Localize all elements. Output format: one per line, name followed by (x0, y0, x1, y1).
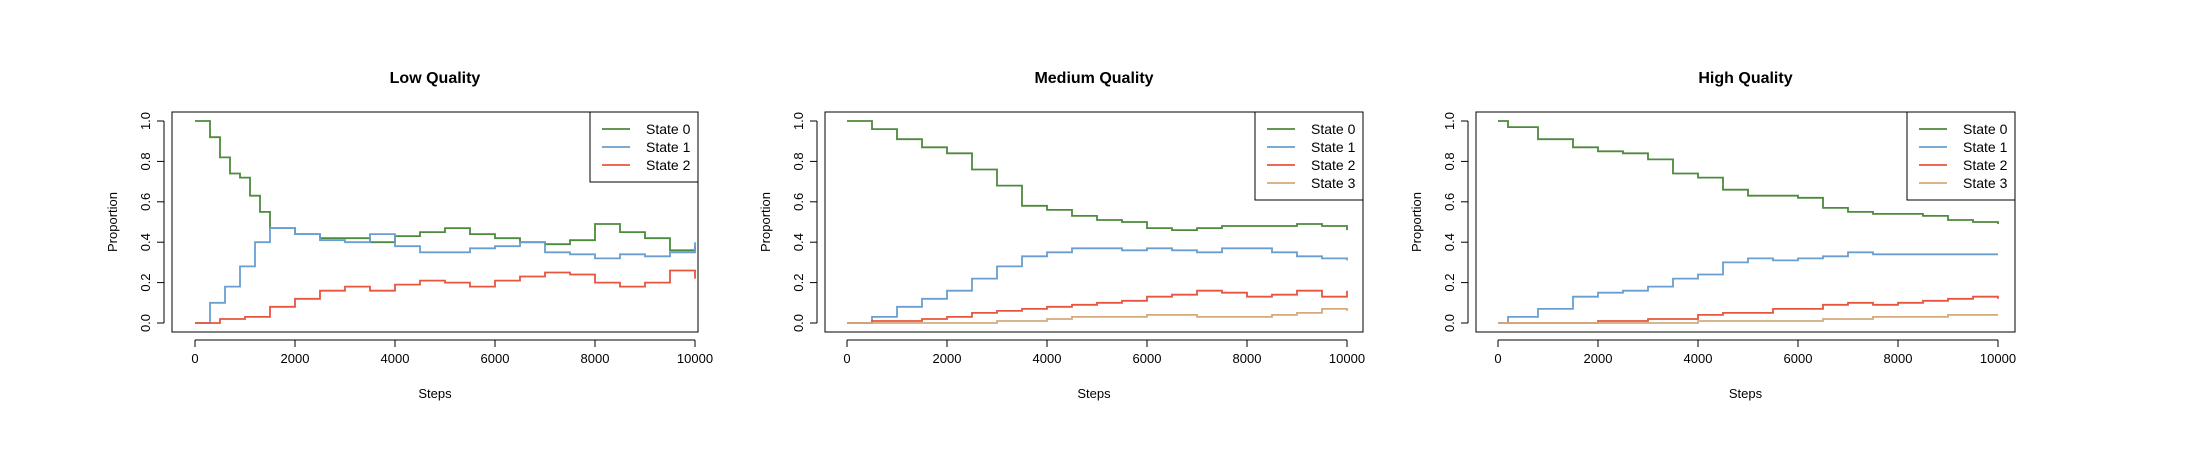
series-line-state-2 (1498, 295, 1999, 324)
legend-label: State 2 (1311, 157, 1356, 173)
legend: State 0 State 1 State 2 State 3 (1254, 111, 1364, 201)
x-tick-label: 10000 (1980, 351, 2016, 366)
y-tick-label: 1.0 (791, 112, 806, 130)
y-tick-label: 0.0 (138, 314, 153, 332)
legend-label: State 1 (646, 139, 691, 155)
x-axis-label: Steps (418, 386, 452, 401)
x-tick-label: 0 (843, 351, 850, 366)
y-tick-label: 0.2 (138, 274, 153, 292)
legend: State 0 State 1 State 2 State 3 (1906, 111, 2016, 201)
chart-panel-3: High Quality 0 2000 4000 6000 8000 10000 Steps 0… (1409, 70, 2016, 401)
series-line-state-0 (847, 120, 1348, 231)
series-line-state-1 (1498, 251, 1998, 324)
y-tick-label: 0.2 (1442, 274, 1457, 292)
chart-panel-1: Low Quality 0 2000 4000 6000 8000 10000 Steps 0.… (105, 70, 713, 401)
legend-box (1906, 111, 2016, 201)
y-tick-label: 0.6 (1442, 193, 1457, 211)
y-tick-label: 0.8 (138, 152, 153, 170)
legend-label: State 2 (646, 157, 691, 173)
legend-label: State 1 (1311, 139, 1356, 155)
chart-title: Medium Quality (1034, 70, 1153, 87)
legend-label: State 0 (646, 121, 691, 137)
legend-label: State 2 (1963, 157, 2008, 173)
y-tick-label: 1.0 (138, 112, 153, 130)
y-tick-label: 0.4 (1442, 233, 1457, 251)
y-tick-label: 1.0 (1442, 112, 1457, 130)
y-tick-label: 0.8 (1442, 152, 1457, 170)
plot-frame (1475, 111, 2016, 333)
legend: State 0 State 1 State 2 (589, 111, 699, 183)
x-tick-label: 4000 (1684, 351, 1713, 366)
legend-label: State 0 (1963, 121, 2008, 137)
chart-panel-2: Medium Quality 0 2000 4000 6000 8000 10000 Step… (758, 70, 1365, 401)
series-line-state-2 (847, 289, 1348, 324)
x-tick-label: 2000 (1584, 351, 1613, 366)
x-axis-label: Steps (1077, 386, 1111, 401)
legend-label: State 1 (1963, 139, 2008, 155)
series-line-state-2 (195, 269, 696, 324)
x-tick-label: 0 (191, 351, 198, 366)
y-tick-label: 0.0 (1442, 314, 1457, 332)
x-tick-label: 10000 (677, 351, 713, 366)
y-tick-label: 0.2 (791, 274, 806, 292)
plot-frame (824, 111, 1364, 333)
x-tick-label: 2000 (933, 351, 962, 366)
y-tick-label: 0.4 (791, 233, 806, 251)
legend-label: State 3 (1963, 175, 2008, 191)
plot-frame (171, 111, 699, 333)
x-axis-label: Steps (1729, 386, 1763, 401)
x-tick-label: 8000 (1233, 351, 1262, 366)
series-line-state-3 (1498, 314, 1998, 324)
x-tick-label: 10000 (1329, 351, 1365, 366)
x-tick-label: 6000 (1133, 351, 1162, 366)
y-tick-label: 0.6 (791, 193, 806, 211)
series-line-state-1 (847, 247, 1348, 324)
x-tick-label: 8000 (581, 351, 610, 366)
legend-label: State 3 (1311, 175, 1356, 191)
chart-title: Low Quality (390, 70, 481, 87)
y-axis-label: Proportion (758, 192, 773, 252)
series-line-state-1 (195, 227, 696, 324)
legend-label: State 0 (1311, 121, 1356, 137)
series-line-state-3 (847, 308, 1348, 324)
y-tick-label: 0.4 (138, 233, 153, 251)
x-tick-label: 0 (1494, 351, 1501, 366)
x-tick-label: 4000 (1033, 351, 1062, 366)
y-tick-label: 0.0 (791, 314, 806, 332)
x-tick-label: 6000 (481, 351, 510, 366)
y-tick-label: 0.8 (791, 152, 806, 170)
y-tick-label: 0.6 (138, 193, 153, 211)
y-axis-label: Proportion (1409, 192, 1424, 252)
x-tick-label: 8000 (1884, 351, 1913, 366)
chart-title: High Quality (1698, 70, 1792, 87)
series-line-state-0 (1498, 120, 1999, 224)
y-axis-label: Proportion (105, 192, 120, 252)
x-tick-label: 2000 (281, 351, 310, 366)
legend-box (1254, 111, 1364, 201)
x-tick-label: 4000 (381, 351, 410, 366)
series-line-state-0 (195, 120, 696, 252)
x-tick-label: 6000 (1784, 351, 1813, 366)
